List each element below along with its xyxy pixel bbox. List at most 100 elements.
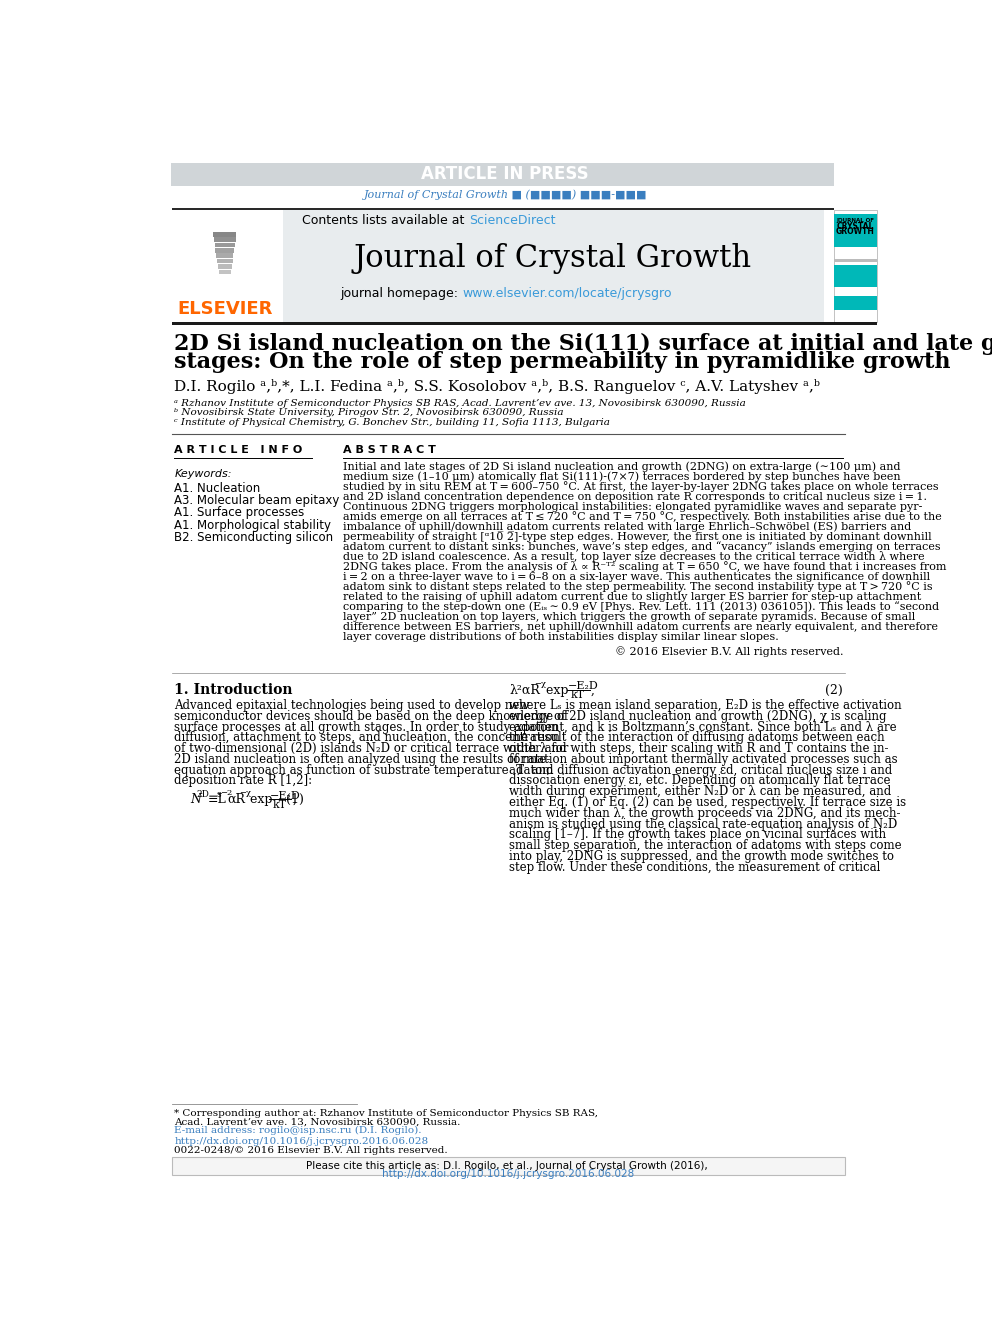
Text: −χ: −χ — [239, 789, 252, 796]
Text: ᶜ Institute of Physical Chemistry, G. Bonchev Str., building 11, Sofia 1113, Bul: ᶜ Institute of Physical Chemistry, G. Bo… — [175, 418, 610, 426]
Text: kT: kT — [571, 691, 585, 700]
Text: studied by in situ REM at T = 600–750 °C. At first, the layer-by-layer 2DNG take: studied by in situ REM at T = 600–750 °C… — [342, 482, 938, 492]
Text: amids emerge on all terraces at T ≤ 720 °C and T = 750 °C, respectively. Both in: amids emerge on all terraces at T ≤ 720 … — [342, 512, 941, 523]
Text: small step separation, the interaction of adatoms with steps come: small step separation, the interaction o… — [509, 839, 902, 852]
Text: semiconductor devices should be based on the deep knowledge of: semiconductor devices should be based on… — [175, 709, 568, 722]
Text: Continuous 2DNG triggers morphological instabilities: elongated pyramidlike wave: Continuous 2DNG triggers morphological i… — [342, 501, 922, 512]
Text: step flow. Under these conditions, the measurement of critical: step flow. Under these conditions, the m… — [509, 861, 881, 873]
Bar — [213, 232, 236, 237]
Bar — [214, 237, 236, 242]
Text: A1. Nucleation: A1. Nucleation — [175, 482, 261, 495]
Text: www.elsevier.com/locate/jcrysgro: www.elsevier.com/locate/jcrysgro — [462, 287, 673, 300]
Text: Acad. Lavrentʼev ave. 13, Novosibirsk 630090, Russia.: Acad. Lavrentʼev ave. 13, Novosibirsk 63… — [175, 1118, 460, 1126]
Text: 2D island nucleation is often analyzed using the results of rate-: 2D island nucleation is often analyzed u… — [175, 753, 551, 766]
Text: layer coverage distributions of both instabilities display similar linear slopes: layer coverage distributions of both ins… — [342, 632, 779, 642]
Text: other and with steps, their scaling with R and T contains the in-: other and with steps, their scaling with… — [509, 742, 889, 755]
Text: related to the raising of uphill adatom current due to slightly larger ES barrie: related to the raising of uphill adatom … — [342, 591, 921, 602]
Text: GROWTH: GROWTH — [835, 228, 874, 237]
Text: energy of 2D island nucleation and growth (2DNG), χ is scaling: energy of 2D island nucleation and growt… — [509, 709, 887, 722]
Bar — [172, 210, 283, 321]
Text: A1. Surface processes: A1. Surface processes — [175, 507, 305, 520]
Text: ᵃ Rzhanov Institute of Semiconductor Physics SB RAS, Acad. Lavrentʼev ave. 13, N: ᵃ Rzhanov Institute of Semiconductor Phy… — [175, 400, 746, 407]
Text: JOURNAL OF: JOURNAL OF — [836, 218, 874, 222]
Text: i = 2 on a three-layer wave to i = 6–8 on a six-layer wave. This authenticates t: i = 2 on a three-layer wave to i = 6–8 o… — [342, 572, 930, 582]
Text: ScienceDirect: ScienceDirect — [469, 214, 556, 226]
Bar — [834, 259, 877, 262]
Text: ᵇ Novosibirsk State University, Pirogov Str. 2, Novosibirsk 630090, Russia: ᵇ Novosibirsk State University, Pirogov … — [175, 409, 563, 417]
Text: much wider than λ, the growth proceeds via 2DNG, and its mech-: much wider than λ, the growth proceeds v… — [509, 807, 901, 820]
Text: Initial and late stages of 2D Si island nucleation and growth (2DNG) on extra-la: Initial and late stages of 2D Si island … — [342, 462, 900, 472]
Bar — [216, 254, 233, 258]
Bar — [834, 214, 877, 246]
Text: comparing to the step-down one (Eᵢₛ ∼ 0.9 eV [Phys. Rev. Lett. 111 (2013) 036105: comparing to the step-down one (Eᵢₛ ∼ 0.… — [342, 602, 938, 613]
Text: formation about important thermally activated processes such as: formation about important thermally acti… — [509, 753, 898, 766]
Text: ELSEVIER: ELSEVIER — [177, 300, 273, 318]
Bar — [172, 1156, 845, 1175]
Text: N: N — [189, 792, 200, 806]
Bar — [171, 163, 834, 185]
Text: ,: , — [590, 684, 594, 697]
Text: difference between ES barriers, net uphill/downhill adatom currents are nearly e: difference between ES barriers, net uphi… — [342, 622, 937, 632]
Bar — [823, 210, 834, 321]
Text: stages: On the role of step permeability in pyramidlike growth: stages: On the role of step permeability… — [175, 351, 951, 373]
Text: 0022-0248/© 2016 Elsevier B.V. All rights reserved.: 0022-0248/© 2016 Elsevier B.V. All right… — [175, 1146, 448, 1155]
Bar — [834, 265, 877, 287]
Text: Advanced epitaxial technologies being used to develop new: Advanced epitaxial technologies being us… — [175, 699, 530, 712]
Text: adatom current to distant sinks: bunches, wave’s step edges, and “vacancy” islan: adatom current to distant sinks: bunches… — [342, 541, 940, 552]
Text: Contents lists available at: Contents lists available at — [303, 214, 469, 226]
Text: ≡L: ≡L — [207, 792, 226, 806]
Text: equation approach as function of substrate temperature  T  and: equation approach as function of substra… — [175, 763, 554, 777]
Text: of two-dimensional (2D) islands N₂D or critical terrace width λ for: of two-dimensional (2D) islands N₂D or c… — [175, 742, 568, 755]
Text: Journal of Crystal Growth: Journal of Crystal Growth — [353, 243, 752, 274]
Text: Journal of Crystal Growth ■ (■■■■) ■■■-■■■: Journal of Crystal Growth ■ (■■■■) ■■■-■… — [363, 189, 647, 200]
Text: either Eq. (1) or Eq. (2) can be used, respectively. If terrace size is: either Eq. (1) or Eq. (2) can be used, r… — [509, 796, 907, 808]
Bar — [172, 208, 834, 210]
Text: (1): (1) — [286, 792, 304, 806]
Text: due to 2D island coalescence. As a result, top layer size decreases to the criti: due to 2D island coalescence. As a resul… — [342, 552, 925, 562]
Text: (2): (2) — [825, 684, 843, 697]
Text: −E₂D: −E₂D — [568, 681, 599, 691]
Text: the result of the interaction of diffusing adatoms between each: the result of the interaction of diffusi… — [509, 732, 885, 745]
Text: 2DNG takes place. From the analysis of λ ∝ R⁻ᵀ² scaling at T = 650 °C, we have f: 2DNG takes place. From the analysis of λ… — [342, 561, 946, 573]
Text: * Corresponding author at: Rzhanov Institute of Semiconductor Physics SB RAS,: * Corresponding author at: Rzhanov Insti… — [175, 1109, 598, 1118]
Text: deposition rate R [1,2]:: deposition rate R [1,2]: — [175, 774, 312, 787]
Text: 2D: 2D — [196, 790, 209, 799]
Text: αR: αR — [227, 792, 245, 806]
Bar — [218, 265, 232, 269]
Text: CRYSTAL: CRYSTAL — [836, 222, 874, 232]
Text: imbalance of uphill/downhill adatom currents related with large Ehrlich–Schwöbel: imbalance of uphill/downhill adatom curr… — [342, 521, 911, 532]
Text: λ²αR: λ²αR — [509, 684, 540, 697]
Text: E-mail address: rogilo@isp.nsc.ru (D.I. Rogilo).: E-mail address: rogilo@isp.nsc.ru (D.I. … — [175, 1126, 422, 1135]
Bar — [172, 321, 877, 325]
Text: adatom diffusion activation energy εd, critical nucleus size i and: adatom diffusion activation energy εd, c… — [509, 763, 893, 777]
Text: surface processes at all growth stages. In order to study adatom: surface processes at all growth stages. … — [175, 721, 558, 733]
Text: exponent, and k is Boltzmann’s constant. Since both Lₛ and λ are: exponent, and k is Boltzmann’s constant.… — [509, 721, 897, 733]
Text: Please cite this article as: D.I. Rogilo, et al., Journal of Crystal Growth (201: Please cite this article as: D.I. Rogilo… — [306, 1160, 711, 1171]
Text: 2D Si island nucleation on the Si(111) surface at initial and late growth: 2D Si island nucleation on the Si(111) s… — [175, 332, 992, 355]
Text: B2. Semiconducting silicon: B2. Semiconducting silicon — [175, 531, 333, 544]
Bar — [215, 249, 234, 253]
Text: 1. Introduction: 1. Introduction — [175, 683, 293, 697]
Text: dissociation energy εi, etc. Depending on atomically flat terrace: dissociation energy εi, etc. Depending o… — [509, 774, 891, 787]
Text: and 2D island concentration dependence on deposition rate R corresponds to criti: and 2D island concentration dependence o… — [342, 492, 927, 501]
Text: scaling [1–7]. If the growth takes place on vicinal surfaces with: scaling [1–7]. If the growth takes place… — [509, 828, 886, 841]
Bar — [283, 210, 823, 321]
Text: ARTICLE IN PRESS: ARTICLE IN PRESS — [422, 165, 589, 183]
Text: layer” 2D nucleation on top layers, which triggers the growth of separate pyrami: layer” 2D nucleation on top layers, whic… — [342, 613, 915, 622]
Text: A3. Molecular beam epitaxy: A3. Molecular beam epitaxy — [175, 493, 339, 507]
Text: s: s — [216, 790, 221, 799]
Text: into play, 2DNG is suppressed, and the growth mode switches to: into play, 2DNG is suppressed, and the g… — [509, 849, 894, 863]
Bar — [214, 242, 235, 247]
Text: ,: , — [293, 792, 297, 806]
Text: A1. Morphological stability: A1. Morphological stability — [175, 519, 331, 532]
Text: adatom sink to distant steps related to the step permeability. The second instab: adatom sink to distant steps related to … — [342, 581, 932, 593]
Text: © 2016 Elsevier B.V. All rights reserved.: © 2016 Elsevier B.V. All rights reserved… — [615, 646, 843, 658]
Text: exp: exp — [542, 684, 568, 697]
Bar — [834, 210, 877, 321]
Text: Keywords:: Keywords: — [175, 470, 232, 479]
Text: −E₂D: −E₂D — [270, 791, 301, 800]
Text: http://dx.doi.org/10.1016/j.jcrysgro.2016.06.028: http://dx.doi.org/10.1016/j.jcrysgro.201… — [382, 1168, 635, 1179]
Bar — [217, 259, 232, 263]
Text: width during experiment, either N₂D or λ can be measured, and: width during experiment, either N₂D or λ… — [509, 785, 892, 798]
Text: exp: exp — [246, 792, 273, 806]
